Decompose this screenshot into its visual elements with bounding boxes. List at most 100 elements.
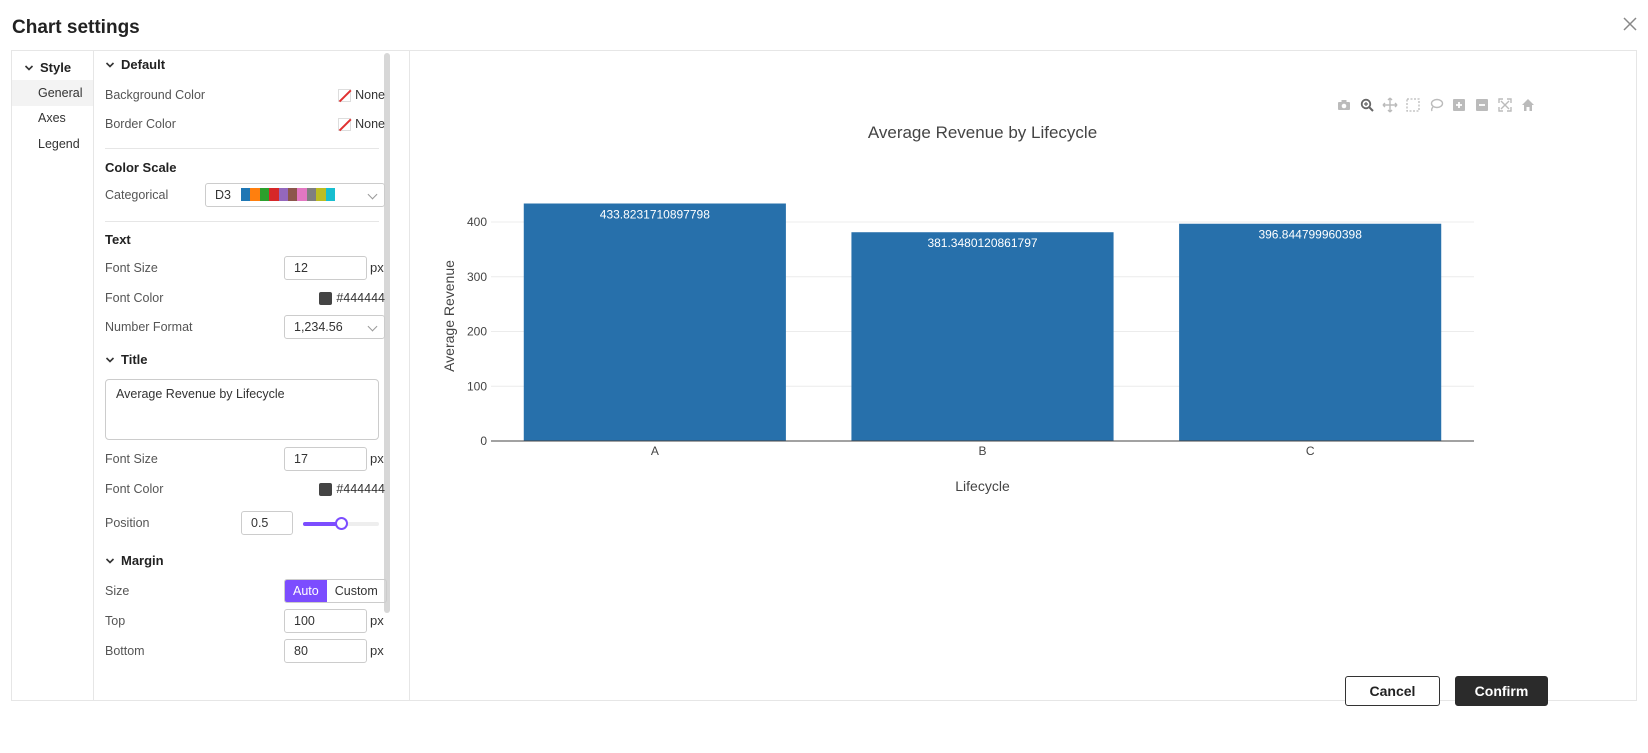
- number-format-select[interactable]: 1,234.56: [284, 315, 385, 339]
- y-tick-label: 0: [480, 434, 487, 448]
- color-swatch: [319, 291, 333, 305]
- background-color-value: None: [355, 88, 385, 102]
- margin-top-label: Top: [105, 614, 126, 628]
- border-color-value: None: [355, 117, 385, 131]
- bar-chart: 0 100 200 300 400 433.8231710897798 A 381.34801…: [441, 123, 1474, 494]
- categorical-scale-value: D3: [215, 188, 231, 202]
- x-tick-label: C: [1306, 444, 1315, 458]
- categorical-scale-select[interactable]: D3: [205, 183, 385, 207]
- number-format-label: Number Format: [105, 320, 193, 334]
- cancel-button[interactable]: Cancel: [1345, 676, 1440, 706]
- style-nav: Style General Axes Legend: [12, 51, 94, 700]
- title-font-color-picker[interactable]: #444444: [319, 482, 385, 496]
- y-tick-label: 400: [467, 215, 487, 229]
- background-color-label: Background Color: [105, 88, 206, 102]
- chevron-down-icon: [105, 61, 115, 68]
- palette-swatch: [316, 188, 326, 201]
- position-input[interactable]: 0.5: [241, 511, 293, 535]
- text-font-color-label: Font Color: [105, 291, 164, 305]
- nav-item-axes[interactable]: Axes: [38, 111, 66, 125]
- chevron-down-icon: [367, 321, 378, 332]
- color-swatch: [319, 482, 333, 496]
- lasso-select-icon[interactable]: [1428, 97, 1444, 113]
- palette-swatch: [241, 188, 251, 201]
- bar[interactable]: [1179, 223, 1442, 441]
- panel-scrollbar[interactable]: [384, 53, 390, 613]
- reset-axes-home-icon[interactable]: [1520, 97, 1536, 113]
- bar[interactable]: [851, 232, 1114, 441]
- close-icon[interactable]: [1620, 14, 1640, 34]
- bar[interactable]: [523, 203, 786, 441]
- margin-custom-button[interactable]: Custom: [334, 584, 378, 598]
- autoscale-icon[interactable]: [1497, 97, 1513, 113]
- chevron-down-icon: [24, 64, 34, 71]
- border-color-row: Border Color None: [95, 111, 385, 137]
- border-color-label: Border Color: [105, 117, 176, 131]
- y-tick-label: 200: [467, 325, 487, 339]
- margin-top-row: Top 100 px: [95, 608, 385, 634]
- data-label: 381.3480120861797: [927, 236, 1037, 250]
- margin-top-input[interactable]: 100: [284, 609, 367, 633]
- palette-swatch: [269, 188, 279, 201]
- palette-swatch: [250, 188, 260, 201]
- y-tick-label: 300: [467, 270, 487, 284]
- confirm-button[interactable]: Confirm: [1455, 676, 1548, 706]
- border-color-picker[interactable]: None: [338, 117, 385, 131]
- title-font-size-label: Font Size: [105, 452, 158, 466]
- y-tick-label: 100: [467, 379, 487, 393]
- background-color-row: Background Color None: [95, 82, 385, 108]
- divider: [105, 148, 379, 149]
- background-color-picker[interactable]: None: [338, 88, 385, 102]
- no-color-icon: [338, 88, 352, 102]
- position-slider-fill: [303, 522, 341, 526]
- zoom-out-icon[interactable]: [1474, 97, 1490, 113]
- palette-swatches: [241, 188, 335, 201]
- nav-group-style[interactable]: Style: [24, 60, 71, 75]
- divider: [105, 221, 379, 222]
- text-font-size-input[interactable]: 12: [284, 256, 367, 280]
- margin-size-row: Size Auto Custom: [95, 578, 387, 604]
- data-label: 396.844799960398: [1258, 228, 1362, 242]
- palette-swatch: [278, 188, 288, 201]
- text-font-color-row: Font Color #444444: [95, 285, 385, 311]
- margin-auto-button[interactable]: Auto: [285, 580, 327, 602]
- nav-item-general[interactable]: General: [12, 80, 93, 106]
- number-format-value: 1,234.56: [294, 320, 343, 334]
- section-default-label: Default: [121, 57, 166, 72]
- title-font-size-input[interactable]: 17: [284, 447, 367, 471]
- margin-size-toggle: Auto Custom: [284, 579, 387, 603]
- number-format-row: Number Format 1,234.56: [95, 314, 385, 340]
- text-font-color-picker[interactable]: #444444: [319, 291, 385, 305]
- px-unit: px: [370, 643, 384, 658]
- chart-preview: 0 100 200 300 400 433.8231710897798 A 381.34801…: [411, 51, 1637, 700]
- position-label: Position: [105, 516, 150, 530]
- zoom-in-icon[interactable]: [1451, 97, 1467, 113]
- margin-bottom-label: Bottom: [105, 644, 145, 658]
- settings-panel: Default Background Color None Border Col…: [95, 51, 410, 700]
- zoom-icon[interactable]: [1359, 97, 1375, 113]
- position-slider-handle[interactable]: [334, 517, 348, 530]
- palette-swatch: [297, 188, 307, 201]
- box-select-icon[interactable]: [1405, 97, 1421, 113]
- px-unit: px: [370, 260, 384, 275]
- title-font-color-label: Font Color: [105, 482, 164, 496]
- margin-bottom-input[interactable]: 80: [284, 639, 367, 663]
- title-font-color-value: #444444: [336, 482, 385, 496]
- section-default[interactable]: Default: [105, 57, 165, 72]
- settings-frame: Style General Axes Legend Default Backgr…: [11, 50, 1637, 701]
- chevron-down-icon: [367, 189, 378, 200]
- text-font-color-value: #444444: [336, 291, 385, 305]
- title-textarea[interactable]: Average Revenue by Lifecycle: [105, 379, 379, 440]
- chevron-down-icon: [105, 557, 115, 564]
- nav-item-legend[interactable]: Legend: [38, 137, 80, 151]
- palette-swatch: [287, 188, 298, 201]
- camera-icon[interactable]: [1336, 97, 1352, 113]
- palette-swatch: [306, 188, 317, 201]
- title-font-color-row: Font Color #444444: [95, 476, 385, 502]
- margin-bottom-row: Bottom 80 px: [95, 638, 385, 664]
- pan-icon[interactable]: [1382, 97, 1398, 113]
- section-color-scale: Color Scale: [105, 160, 177, 175]
- section-title[interactable]: Title: [105, 352, 148, 367]
- palette-swatch: [259, 188, 270, 201]
- section-margin[interactable]: Margin: [105, 553, 164, 568]
